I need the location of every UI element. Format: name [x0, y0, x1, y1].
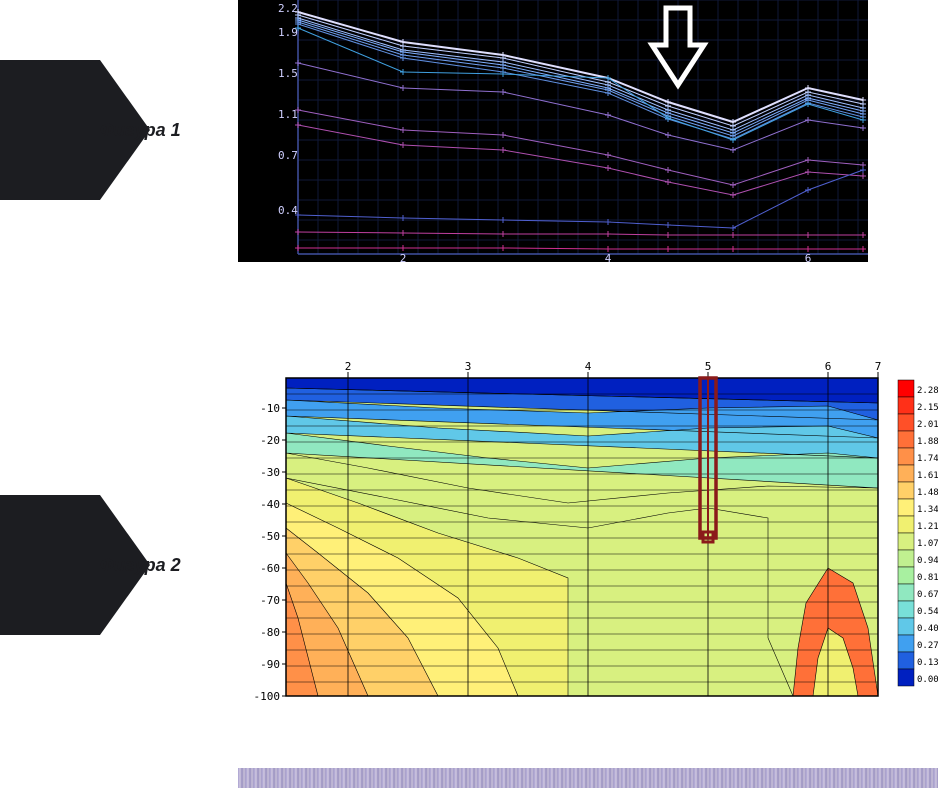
- svg-text:-60: -60: [260, 562, 280, 575]
- figure1-chart: 2.21.91.51.10.70.4246: [238, 0, 868, 262]
- figure1-label-block: Фигура 1: [0, 60, 210, 200]
- svg-text:0.94: 0.94: [917, 556, 938, 566]
- svg-text:-80: -80: [260, 626, 280, 639]
- svg-text:0.7: 0.7: [278, 149, 298, 162]
- svg-text:4: 4: [585, 360, 592, 373]
- svg-text:2.15: 2.15: [917, 403, 938, 413]
- svg-text:4: 4: [605, 252, 612, 262]
- pentagon-decoration: [0, 495, 100, 635]
- svg-text:-40: -40: [260, 498, 280, 511]
- svg-text:2: 2: [400, 252, 407, 262]
- svg-text:0.67: 0.67: [917, 590, 938, 600]
- svg-text:0.27: 0.27: [917, 641, 938, 651]
- svg-text:1.48: 1.48: [917, 488, 938, 498]
- figure2-label: Фигура 2: [100, 555, 181, 576]
- svg-text:2.01: 2.01: [917, 420, 938, 430]
- svg-text:-100: -100: [254, 690, 281, 703]
- svg-text:6: 6: [825, 360, 832, 373]
- svg-text:0.54: 0.54: [917, 607, 938, 617]
- svg-text:1.88: 1.88: [917, 437, 938, 447]
- svg-text:1.07: 1.07: [917, 539, 938, 549]
- svg-text:-70: -70: [260, 594, 280, 607]
- figure2-label-block: Фигура 2: [0, 495, 210, 635]
- svg-text:-30: -30: [260, 466, 280, 479]
- pentagon-decoration: [0, 60, 100, 200]
- svg-text:2.28: 2.28: [917, 386, 938, 396]
- svg-text:0.40: 0.40: [917, 624, 938, 634]
- figure2-chart: 2 3 4 5 6 7 -10 -20 -30 -40 -50 -60 -70 -80 -90 -100 2.2…: [238, 358, 938, 738]
- svg-text:6: 6: [805, 252, 812, 262]
- figure1-label: Фигура 1: [100, 120, 181, 141]
- svg-text:7: 7: [875, 360, 882, 373]
- noise-strip: [238, 768, 938, 788]
- svg-text:1.61: 1.61: [917, 471, 938, 481]
- figure2-svg: 2 3 4 5 6 7 -10 -20 -30 -40 -50 -60 -70 -80 -90 -100 2.2…: [238, 358, 938, 718]
- svg-text:2.2: 2.2: [278, 2, 298, 15]
- svg-text:1.1: 1.1: [278, 108, 298, 121]
- svg-text:3: 3: [465, 360, 472, 373]
- figure1-svg: 2.21.91.51.10.70.4246: [238, 0, 868, 262]
- svg-text:0.81: 0.81: [917, 573, 938, 583]
- svg-text:2: 2: [345, 360, 352, 373]
- svg-text:-50: -50: [260, 530, 280, 543]
- svg-text:1.74: 1.74: [917, 454, 938, 464]
- svg-text:1.9: 1.9: [278, 26, 298, 39]
- svg-text:0.13: 0.13: [917, 658, 938, 668]
- svg-text:0.00: 0.00: [917, 675, 938, 685]
- svg-text:1.34: 1.34: [917, 505, 938, 515]
- svg-text:-20: -20: [260, 434, 280, 447]
- svg-text:1.5: 1.5: [278, 67, 298, 80]
- svg-text:-90: -90: [260, 658, 280, 671]
- svg-text:5: 5: [705, 360, 712, 373]
- svg-text:1.21: 1.21: [917, 522, 938, 532]
- svg-text:-10: -10: [260, 402, 280, 415]
